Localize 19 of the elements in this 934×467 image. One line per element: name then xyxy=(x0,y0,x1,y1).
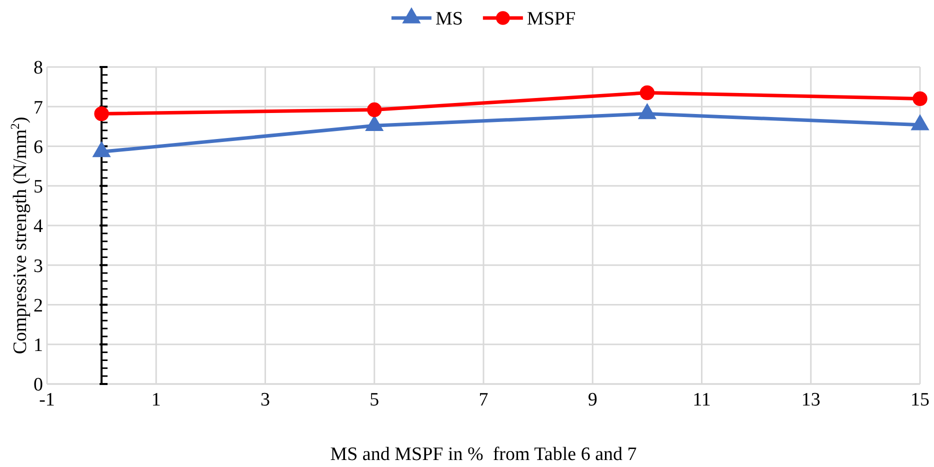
legend-label: MSPF xyxy=(526,8,576,30)
y-tick-label: 4 xyxy=(34,216,44,238)
y-tick-label: 1 xyxy=(34,335,43,356)
x-tick-label: 9 xyxy=(588,389,598,410)
x-tick-label: 1 xyxy=(151,389,161,410)
x-tick-label: 15 xyxy=(910,389,930,410)
x-tick-label: 3 xyxy=(260,389,270,410)
x-tick-label: 11 xyxy=(692,389,711,410)
x-tick-label: 5 xyxy=(370,389,380,410)
y-tick-label: 5 xyxy=(34,176,43,198)
y-tick-label: 6 xyxy=(34,136,43,158)
y-tick-label: 3 xyxy=(34,256,43,277)
x-tick-label: 13 xyxy=(801,389,820,410)
x-tick-label: 7 xyxy=(478,389,488,410)
y-tick-label: 2 xyxy=(34,295,43,316)
x-axis-title: MS and MSPF in % from Table 6 and 7 xyxy=(330,444,637,465)
y-tick-label: 8 xyxy=(34,58,43,79)
legend-label: MS xyxy=(435,8,463,30)
y-tick-label: 7 xyxy=(34,97,43,118)
